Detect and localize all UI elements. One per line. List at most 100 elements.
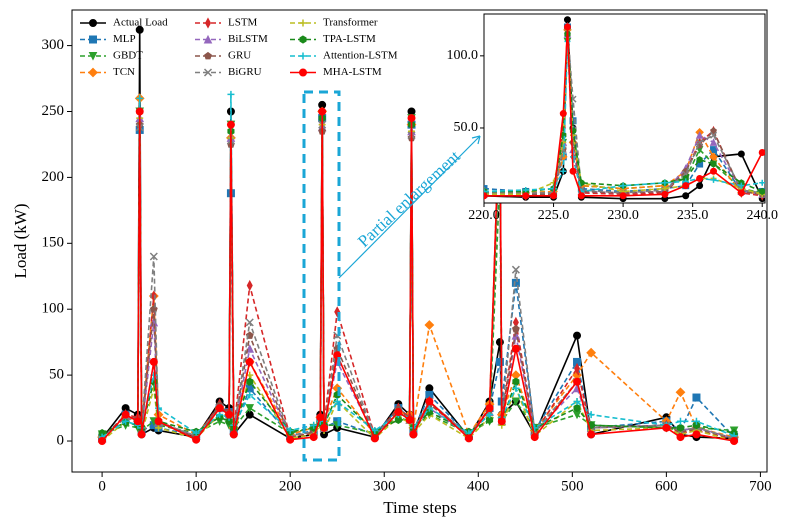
- marker: [522, 192, 530, 200]
- marker: [550, 192, 558, 200]
- legend-label: LSTM: [228, 17, 258, 29]
- marker: [409, 430, 418, 439]
- marker: [155, 424, 163, 432]
- marker: [245, 357, 254, 366]
- marker: [246, 377, 254, 386]
- marker: [574, 362, 581, 375]
- marker: [682, 192, 690, 200]
- y-tick-label: 50: [49, 367, 64, 383]
- marker: [573, 403, 581, 413]
- marker: [216, 411, 224, 419]
- marker: [730, 437, 739, 446]
- marker: [154, 417, 163, 426]
- marker: [569, 167, 577, 175]
- marker: [676, 433, 685, 442]
- marker: [484, 192, 488, 200]
- marker: [88, 67, 98, 78]
- marker: [309, 433, 318, 442]
- inset-axes: 220.0 225.0 230.0 235.0 240.0 50.0 100.0: [447, 48, 778, 223]
- marker: [710, 160, 717, 168]
- marker: [692, 393, 701, 402]
- marker: [246, 279, 253, 292]
- marker: [486, 411, 494, 419]
- marker: [135, 107, 144, 116]
- marker: [286, 435, 295, 444]
- marker: [511, 278, 520, 287]
- y-tick-label: 200: [42, 169, 65, 185]
- marker: [333, 397, 341, 405]
- marker: [738, 182, 745, 189]
- legend-label: MLP: [113, 33, 136, 45]
- marker: [709, 138, 718, 146]
- marker: [484, 188, 487, 195]
- marker: [586, 347, 597, 358]
- marker: [204, 51, 212, 60]
- marker: [150, 290, 157, 302]
- marker: [122, 417, 130, 425]
- marker: [696, 138, 704, 146]
- marker: [573, 377, 582, 386]
- x-tick-label: 100: [185, 478, 208, 494]
- inset-frame: [483, 13, 766, 204]
- legend-label: GBDT: [113, 50, 143, 62]
- axes: 0 100 200 300 400 500 600 700 0 50 100 150 200 250 300: [42, 37, 772, 494]
- marker: [407, 107, 416, 116]
- marker: [661, 179, 668, 186]
- marker: [560, 168, 567, 175]
- plot-frame: [71, 9, 768, 473]
- legend-label: GRU: [228, 50, 251, 62]
- marker: [587, 430, 596, 439]
- marker: [511, 265, 520, 274]
- y-tick-label: 0: [57, 432, 65, 448]
- marker: [485, 404, 494, 413]
- arrow-head: [471, 135, 481, 145]
- y-tick-label: 100: [42, 301, 65, 317]
- marker: [316, 413, 325, 422]
- marker: [620, 182, 627, 189]
- legend-label: Actual Load: [113, 17, 168, 29]
- marker: [89, 19, 97, 27]
- y-tick-label: 150: [42, 235, 65, 251]
- marker: [192, 435, 201, 444]
- marker: [709, 152, 718, 162]
- marker: [121, 410, 130, 419]
- marker: [710, 127, 717, 134]
- inset-x-tick-label: 220.0: [468, 208, 500, 223]
- legend-label: TPA-LSTM: [323, 33, 376, 45]
- marker: [229, 430, 238, 439]
- marker: [245, 404, 255, 413]
- marker: [155, 404, 163, 412]
- marker: [204, 17, 212, 29]
- marker: [662, 423, 671, 432]
- marker: [394, 415, 402, 425]
- marker: [203, 34, 213, 44]
- inset-y-tick-label: 100.0: [447, 48, 479, 63]
- marker: [226, 120, 235, 129]
- marker: [246, 391, 254, 399]
- marker: [495, 357, 504, 366]
- marker: [573, 397, 581, 405]
- marker: [299, 52, 307, 60]
- marker: [675, 387, 686, 398]
- legend-label: MHA-LSTM: [323, 66, 382, 78]
- marker: [225, 417, 233, 426]
- x-tick-label: 400: [467, 478, 490, 494]
- marker: [133, 417, 142, 426]
- annotation: Partial enlargement: [354, 147, 464, 251]
- marker: [692, 421, 700, 430]
- inset-y-tick-label: 50.0: [454, 120, 479, 135]
- marker: [425, 397, 434, 406]
- marker: [692, 430, 701, 439]
- marker: [563, 16, 571, 24]
- marker: [696, 156, 703, 164]
- marker: [676, 423, 685, 432]
- marker: [405, 415, 414, 424]
- marker: [227, 90, 235, 98]
- marker: [424, 320, 435, 330]
- marker: [696, 182, 704, 190]
- zoom-arrow: [338, 135, 481, 279]
- marker: [559, 110, 567, 118]
- marker: [407, 114, 416, 123]
